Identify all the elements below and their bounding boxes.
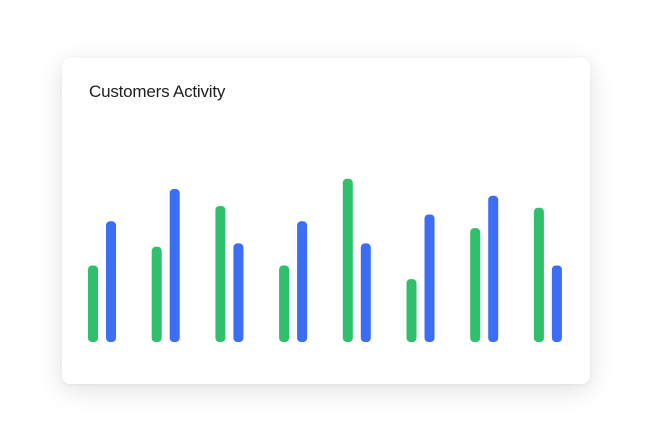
bar-series-1-group-1	[88, 265, 98, 342]
bar-series-2-group-7	[488, 195, 499, 342]
bar-series-1-group-6	[406, 279, 417, 342]
bar-series-2-group-1	[106, 221, 116, 342]
bar-series-1-group-2	[151, 246, 162, 342]
bar-series-2-group-8	[551, 265, 562, 342]
bar-series-1-group-7	[470, 228, 481, 342]
bar-series-1-group-8	[533, 207, 544, 342]
bar-chart	[88, 178, 562, 342]
bar-series-2-group-6	[424, 214, 435, 342]
bar-series-1-group-5	[342, 178, 353, 342]
customers-activity-card: Customers Activity	[62, 58, 590, 384]
bar-series-2-group-5	[360, 243, 371, 342]
bar-series-2-group-4	[297, 221, 308, 342]
bar-series-2-group-3	[233, 243, 244, 342]
bar-series-1-group-3	[215, 206, 226, 342]
bar-series-1-group-4	[279, 265, 290, 342]
chart-title: Customers Activity	[89, 82, 226, 101]
bar-series-2-group-2	[169, 189, 180, 342]
